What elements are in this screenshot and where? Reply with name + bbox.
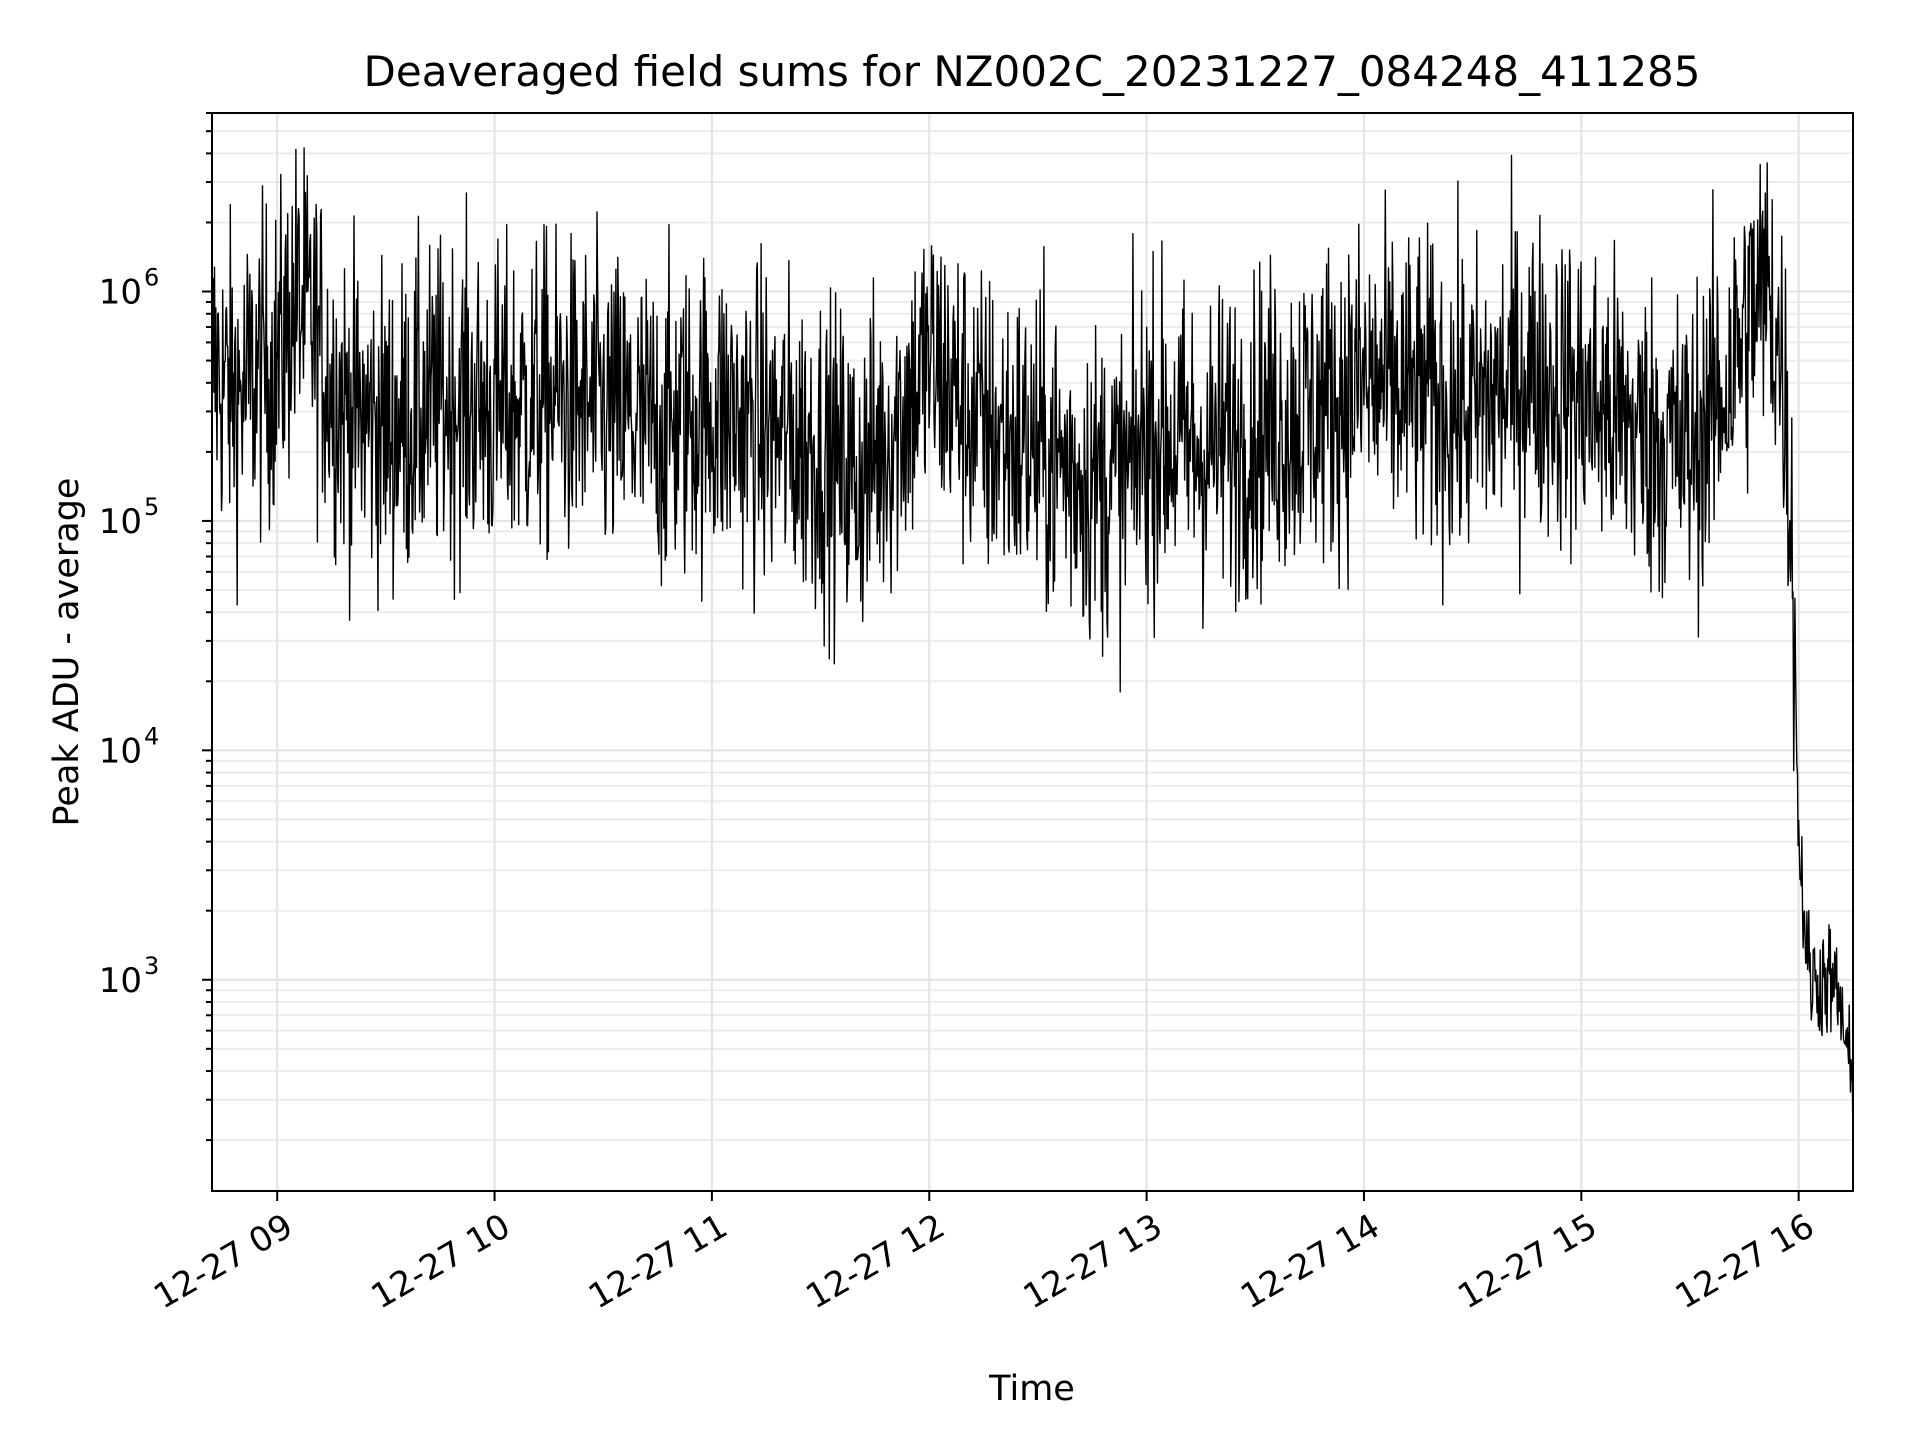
y-tick-label: 10 (99, 961, 142, 1001)
data-series (211, 147, 1854, 1153)
x-tick-label: 12-27 13 (1017, 1206, 1169, 1317)
y-tick-exponent: 6 (144, 264, 159, 292)
x-tick-label: 12-27 14 (1234, 1206, 1386, 1317)
plot-frame (211, 112, 1854, 1192)
y-axis-label: Peak ADU - average (47, 478, 87, 827)
x-tick-label: 12-27 15 (1451, 1206, 1603, 1317)
y-tick-label: 10 (99, 502, 142, 542)
y-tick-label: 10 (99, 731, 142, 771)
y-tick-exponent: 5 (144, 493, 159, 521)
x-tick-label: 12-27 12 (799, 1206, 951, 1317)
series-line (211, 147, 1854, 1153)
x-axis-label: Time (988, 1369, 1075, 1409)
grid (212, 112, 1853, 1191)
y-tick-exponent: 4 (144, 722, 159, 750)
x-tick-label: 12-27 09 (147, 1206, 299, 1317)
y-tick-label: 10 (99, 273, 142, 313)
y-tick-exponent: 3 (144, 952, 159, 980)
chart-title: Deaveraged field sums for NZ002C_2023122… (364, 47, 1701, 96)
x-tick-label: 12-27 10 (365, 1206, 517, 1317)
x-tick-label: 12-27 11 (582, 1206, 734, 1317)
x-tick-label: 12-27 16 (1669, 1206, 1821, 1317)
